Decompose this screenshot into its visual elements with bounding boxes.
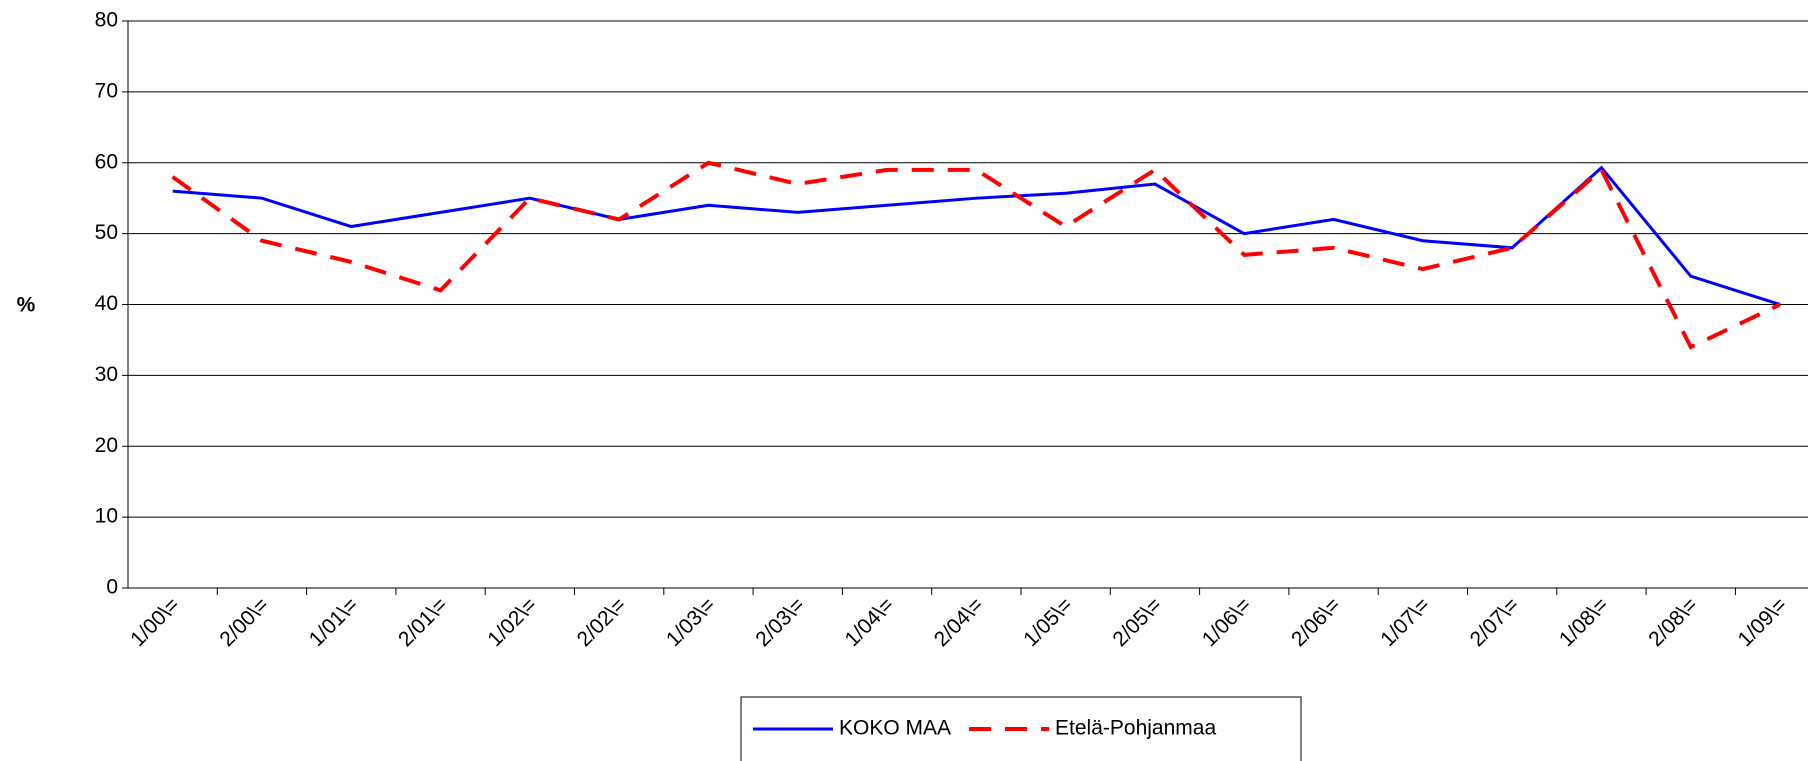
legend-label: Etelä-Pohjanmaa: [1055, 717, 1216, 740]
y-axis-label: %: [17, 294, 36, 317]
x-tick-label: 2/07\=: [1466, 593, 1524, 651]
x-tick-label: 1/04\=: [841, 593, 899, 651]
series-line: [172, 165, 1781, 306]
y-tick-label: 10: [95, 505, 118, 528]
series-line: [171, 160, 1781, 350]
x-tick-label: 1/03\=: [662, 593, 720, 651]
x-tick-label: 2/08\=: [1644, 593, 1702, 651]
legend-box: [740, 696, 1302, 761]
x-tick-label: 2/05\=: [1108, 593, 1166, 651]
x-tick-label: 2/01\=: [394, 593, 452, 651]
x-tick-label: 2/06\=: [1287, 593, 1345, 651]
y-tick-label: 0: [106, 576, 118, 599]
x-tick-label: 2/03\=: [751, 593, 809, 651]
y-tick-label: 30: [95, 363, 118, 386]
x-tick-label: 1/01\=: [305, 593, 363, 651]
x-tick-label: 1/02\=: [483, 593, 541, 651]
x-tick-label: 1/00\=: [126, 593, 184, 651]
x-tick-label: 2/00\=: [215, 593, 273, 651]
x-tick-label: 1/07\=: [1376, 593, 1434, 651]
y-tick-label: 20: [95, 434, 118, 457]
y-tick-label: 60: [95, 150, 118, 173]
x-tick-label: 1/08\=: [1555, 593, 1613, 651]
x-tick-label: 1/09\=: [1734, 593, 1792, 651]
x-tick-label: 2/04\=: [930, 593, 988, 651]
y-tick-label: 70: [95, 79, 118, 102]
y-tick-label: 50: [95, 221, 118, 244]
y-tick-label: 80: [95, 9, 118, 32]
y-tick-label: 40: [95, 292, 118, 315]
legend-label: KOKO MAA: [839, 717, 951, 740]
x-tick-label: 1/06\=: [1198, 593, 1256, 651]
x-tick-label: 1/05\=: [1019, 593, 1077, 651]
x-tick-label: 2/02\=: [573, 593, 631, 651]
